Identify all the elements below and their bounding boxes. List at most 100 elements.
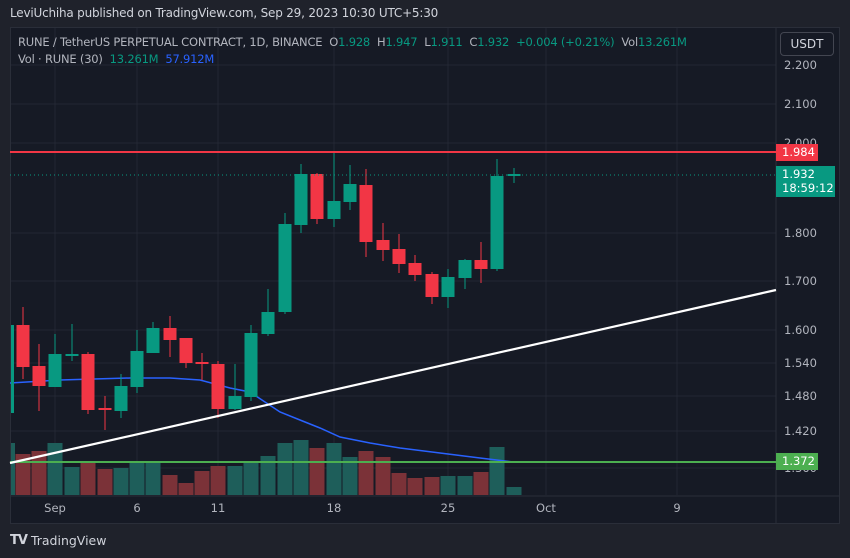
volume-bar [178, 483, 194, 495]
volume-label: Vol [621, 35, 638, 49]
candle [425, 274, 439, 297]
time-tick: 6 [133, 501, 140, 515]
chart-legend: RUNE / TetherUS PERPETUAL CONTRACT, 1D, … [18, 35, 687, 66]
low-label: L [424, 35, 431, 49]
volume-indicator-title[interactable]: Vol · RUNE (30) [18, 52, 103, 66]
volume-bar [407, 478, 423, 495]
time-tick: 25 [441, 501, 456, 515]
volume-bar [64, 467, 80, 495]
candle [228, 396, 242, 409]
volume-bar [210, 466, 226, 495]
price-tick: 2.200 [784, 58, 817, 72]
volume-bar [440, 476, 456, 495]
candle [114, 386, 128, 411]
volume-bar [293, 440, 309, 495]
candle [163, 328, 177, 340]
candle [179, 338, 193, 363]
candles [11, 152, 521, 430]
volume-bar [243, 461, 259, 495]
candle [376, 240, 390, 250]
bar-countdown: 18:59:12 [782, 181, 834, 195]
volume-bars [11, 440, 522, 495]
candle [490, 176, 504, 269]
candle [278, 224, 292, 312]
candle [310, 174, 324, 219]
price-tick: 1.700 [784, 274, 817, 288]
time-axis[interactable]: Sep 6 11 18 25 Oct 9 [44, 501, 681, 515]
last-price-tag: 1.932 18:59:12 [776, 166, 835, 197]
volume-bar [129, 461, 145, 495]
time-tick: 9 [673, 501, 680, 515]
candle [65, 354, 79, 356]
grid-lines [11, 28, 840, 523]
candle [441, 277, 455, 297]
time-tick: Sep [44, 501, 66, 515]
candle [261, 312, 275, 334]
candle [98, 408, 112, 410]
brand-name: TradingView [30, 533, 107, 548]
price-tick: 1.540 [784, 356, 817, 370]
volume-bar [277, 443, 293, 495]
volume-bar [15, 454, 31, 495]
symbol-title[interactable]: RUNE / TetherUS PERPETUAL CONTRACT, 1D, … [18, 35, 323, 49]
volume-bar [47, 443, 63, 495]
volume-ma-line [9, 377, 514, 463]
volume-bar [194, 471, 210, 495]
volume-bar [113, 468, 129, 495]
high-label: H [376, 35, 386, 49]
candle [408, 263, 422, 275]
volume-bar [473, 472, 489, 495]
volume-ma-value: 57.912M [165, 52, 215, 66]
currency-button[interactable]: USDT [780, 32, 834, 56]
volume-indicator-value: 13.261M [109, 52, 159, 66]
time-tick: 18 [327, 501, 342, 515]
volume-bar [424, 477, 440, 495]
close-label: C [469, 35, 478, 49]
candle [195, 362, 209, 364]
close-value: 1.932 [477, 35, 510, 49]
publisher-line: LeviUchiha published on TradingView.com,… [10, 6, 439, 20]
volume-bar [227, 466, 243, 495]
candle [458, 260, 472, 278]
volume-bar [375, 457, 391, 495]
price-tick: 1.420 [784, 424, 817, 438]
price-axis[interactable]: 2.2002.1002.0001.8001.7001.6001.5401.480… [784, 58, 817, 475]
candle [343, 184, 357, 202]
footer-brand[interactable]: TV TradingView [10, 533, 106, 548]
volume-bar [145, 463, 161, 495]
price-tick: 2.100 [784, 97, 817, 111]
last-price-value: 1.932 [782, 167, 815, 181]
high-value: 1.947 [385, 35, 418, 49]
candle [359, 185, 373, 242]
change-value: +0.004 (+0.21%) [516, 35, 615, 49]
volume-bar [80, 462, 96, 495]
candle [327, 201, 341, 219]
volume-value: 13.261M [637, 35, 687, 49]
open-value: 1.928 [338, 35, 371, 49]
candle [48, 354, 62, 387]
chart-frame[interactable] [10, 27, 840, 524]
resistance-price-tag: 1.984 [776, 144, 818, 161]
volume-bar [97, 469, 113, 495]
candle [392, 249, 406, 264]
candle [474, 260, 488, 269]
candle [294, 174, 308, 225]
time-tick: Oct [536, 501, 556, 515]
volume-bar [457, 476, 473, 495]
low-value: 1.911 [430, 35, 463, 49]
support-price-tag: 1.372 [776, 453, 818, 470]
price-tick: 1.800 [784, 226, 817, 240]
volume-bar [326, 443, 342, 495]
price-tick: 1.600 [784, 323, 817, 337]
time-tick: 11 [211, 501, 226, 515]
candle [16, 325, 30, 367]
volume-bar [489, 447, 505, 495]
candle [32, 366, 46, 386]
volume-bar [309, 448, 325, 495]
trendline[interactable] [9, 288, 777, 465]
candle [146, 328, 160, 353]
volume-bar [358, 451, 374, 495]
candle [211, 364, 225, 409]
candle [81, 354, 95, 410]
